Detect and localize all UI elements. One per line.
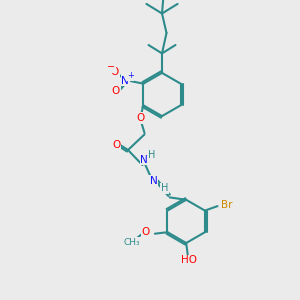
Text: O: O bbox=[112, 140, 121, 151]
Text: N: N bbox=[140, 154, 148, 165]
Text: N: N bbox=[122, 76, 129, 86]
Text: HO: HO bbox=[181, 255, 196, 266]
Text: H: H bbox=[160, 183, 168, 194]
Text: Br: Br bbox=[221, 200, 232, 210]
Text: −: − bbox=[107, 62, 115, 72]
Text: O: O bbox=[137, 113, 145, 123]
Text: O: O bbox=[142, 227, 150, 237]
Text: N: N bbox=[150, 176, 158, 186]
Text: O: O bbox=[111, 67, 119, 77]
Text: +: + bbox=[127, 71, 134, 80]
Text: O: O bbox=[112, 86, 120, 96]
Text: H: H bbox=[148, 150, 156, 161]
Text: CH₃: CH₃ bbox=[123, 238, 140, 247]
